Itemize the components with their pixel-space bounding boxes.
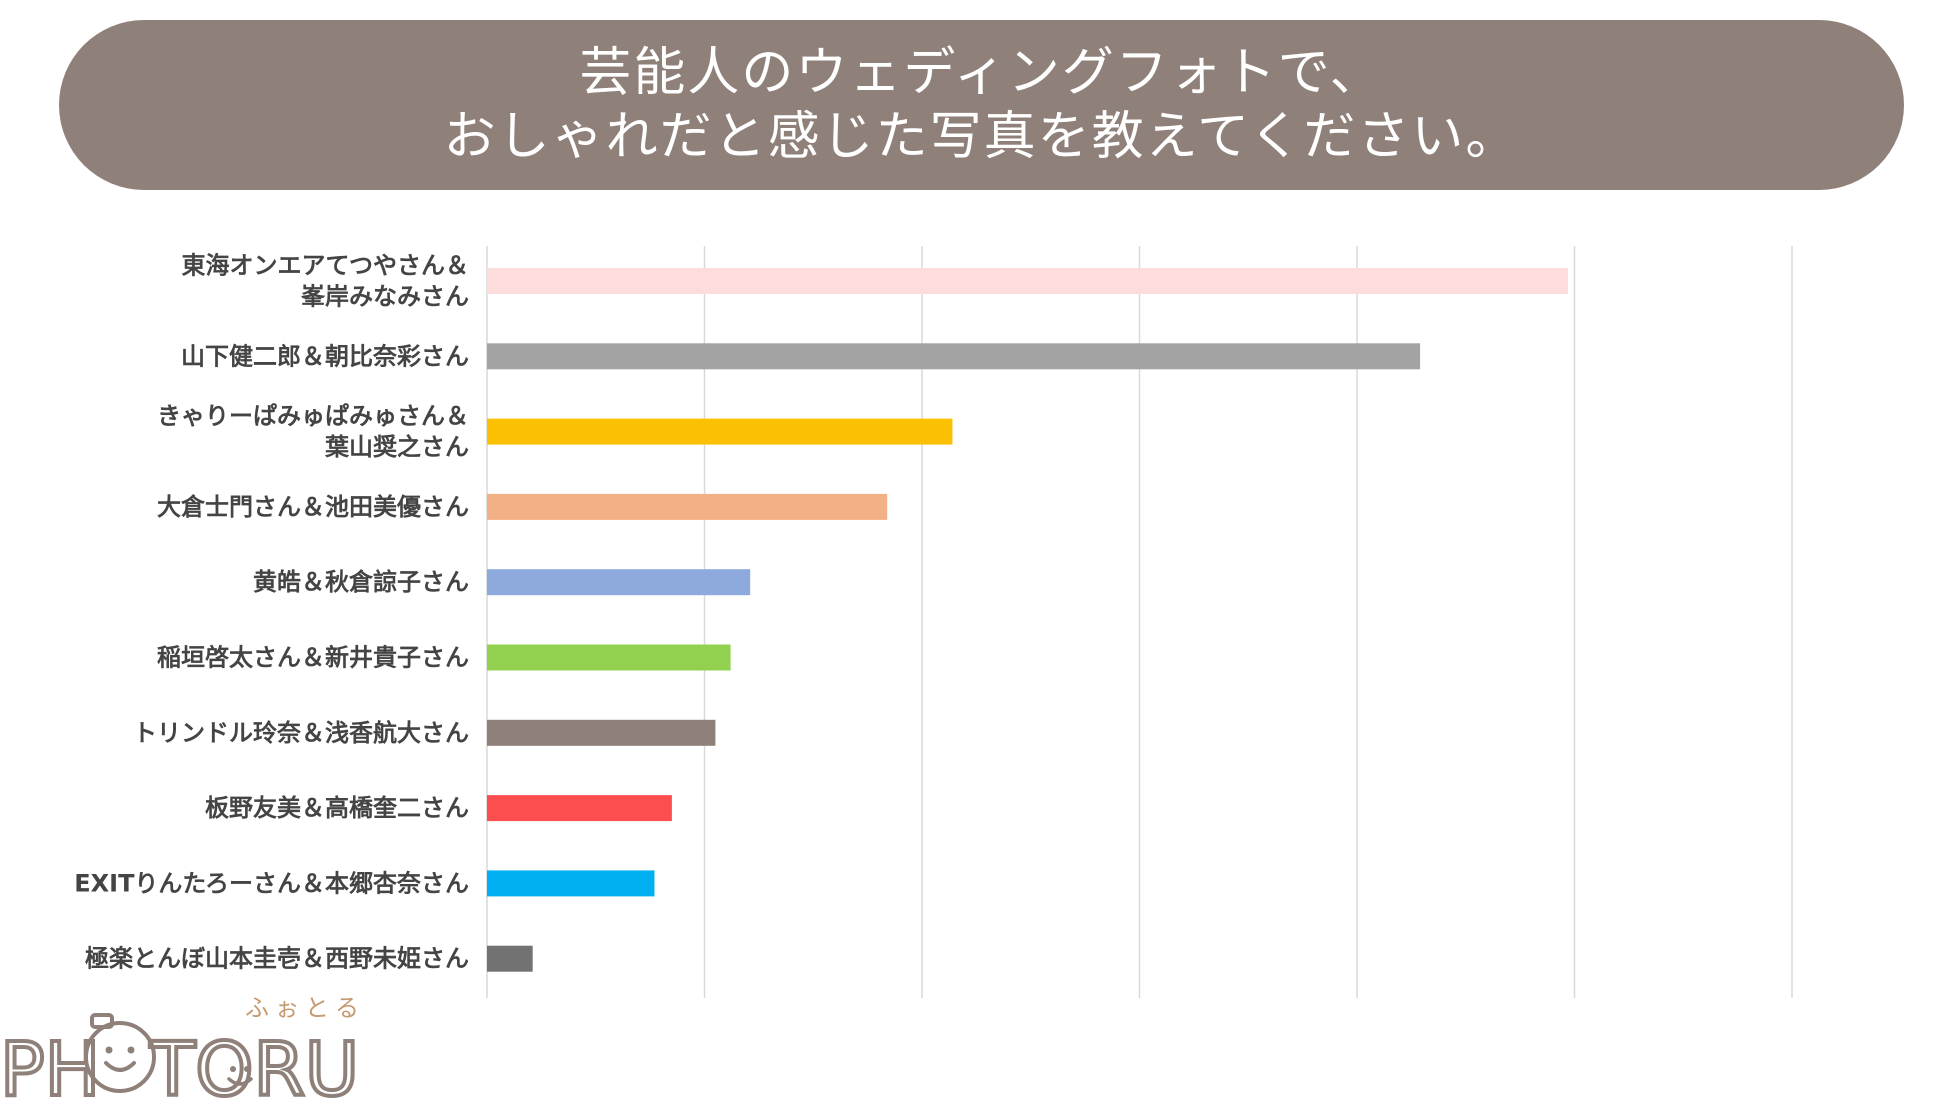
category-label-line: 葉山奨之さん <box>324 433 469 461</box>
bar <box>487 268 1568 294</box>
title-line-2: おしゃれだと感じた写真を教えてください。 <box>443 107 1520 167</box>
category-label-line: 東海オンエアてつやさん＆ <box>181 252 469 280</box>
bar <box>487 945 533 972</box>
bar <box>487 569 751 596</box>
smile-o-icon <box>227 1066 253 1086</box>
category-label-line: 黄皓＆秋倉諒子さん <box>253 568 469 596</box>
category-label: 大倉士門さん＆池田美優さん <box>157 493 469 521</box>
category-label: 東海オンエアてつやさん＆ 峯岸みなみさん <box>181 252 469 311</box>
bar-layer <box>487 268 1568 972</box>
bar <box>487 644 731 671</box>
category-label-line: 板野友美＆高橋奎二さん <box>205 794 469 822</box>
category-label-line: 極楽とんぼ山本圭壱＆西野未姫さん <box>85 945 469 973</box>
bar <box>487 493 888 520</box>
category-label: 極楽とんぼ山本圭壱＆西野未姫さん <box>85 945 469 973</box>
category-label-line: 大倉士門さん＆池田美優さん <box>157 493 469 521</box>
title-line-1: 芸能人のウェディングフォトで、 <box>579 43 1384 103</box>
bar <box>487 343 1421 370</box>
category-label: 黄皓＆秋倉諒子さん <box>253 568 469 596</box>
category-label-line: EXITりんたろーさん＆本郷杏奈さん <box>74 869 469 897</box>
camera-smile-icon <box>84 1013 156 1093</box>
category-label: 板野友美＆高橋奎二さん <box>205 794 469 822</box>
category-label-line: 稲垣啓太さん＆新井貴子さん <box>157 644 469 672</box>
bar <box>487 719 716 746</box>
bar <box>487 418 953 445</box>
category-label-line: きゃりーぱみゅぱみゅさん＆ <box>157 402 469 430</box>
category-labels: 東海オンエアてつやさん＆ 峯岸みなみさん山下健二郎＆朝比奈彩さんきゃりーぱみゅぱみ… <box>74 252 469 973</box>
title-banner: 芸能人のウェディングフォトで、 おしゃれだと感じた写真を教えてください。 <box>59 20 1904 190</box>
category-label-line: 山下健二郎＆朝比奈彩さん <box>181 342 469 370</box>
category-label: きゃりーぱみゅぱみゅさん＆ 葉山奨之さん <box>157 402 469 461</box>
logo-text-right: TORU <box>149 1027 359 1109</box>
category-label-line: トリンドル玲奈＆浅香航大さん <box>133 719 469 747</box>
category-label: EXITりんたろーさん＆本郷杏奈さん <box>74 869 469 897</box>
category-label-line: 峯岸みなみさん <box>301 283 469 311</box>
photoru-logo: PH TORU <box>0 1013 360 1109</box>
logo-text-left: PH <box>0 1027 100 1109</box>
category-label: 稲垣啓太さん＆新井貴子さん <box>157 644 469 672</box>
logo-kana: ふぉとる <box>245 994 365 1022</box>
bar <box>487 870 655 897</box>
category-label: 山下健二郎＆朝比奈彩さん <box>181 342 469 370</box>
bar <box>487 795 672 822</box>
category-label: トリンドル玲奈＆浅香航大さん <box>133 719 469 747</box>
